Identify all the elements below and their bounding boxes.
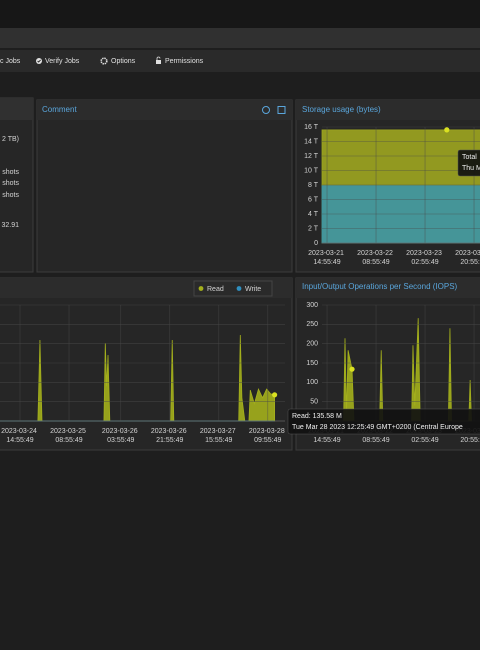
panel-header (0, 98, 33, 120)
highlight-dot (444, 127, 450, 133)
summary-text: shots (2, 169, 19, 176)
x-tick-label: 2023-03-22 08:55:49 (357, 250, 395, 266)
y-tick-label: 12 T (304, 153, 319, 160)
x-tick-label: 2023-03-24 14:55:49 (1, 428, 39, 444)
tooltip-text: Read: 135.58 M (292, 413, 342, 420)
legend-swatch[interactable] (236, 286, 242, 291)
top-bar (0, 0, 480, 28)
panel-header (296, 278, 480, 298)
refresh-button[interactable] (262, 106, 270, 114)
y-tick-label: 100 (306, 379, 318, 386)
tooltip-text: Thu M (462, 165, 480, 172)
summary-text: shots (2, 192, 19, 199)
legend-swatch[interactable] (198, 286, 204, 291)
legend-label[interactable]: Write (245, 286, 261, 293)
area (0, 334, 275, 422)
summary-text: 32.91 (1, 222, 19, 229)
panel-header (296, 100, 480, 120)
y-tick-label: 4 T (308, 211, 319, 218)
transfer-panel (0, 277, 293, 451)
highlight-dot (349, 366, 355, 372)
tab-bar (0, 50, 480, 72)
tooltip-text: Tue Mar 28 2023 12:25:49 GMT+0200 (Centr… (292, 424, 463, 431)
charts: 0 2 T 4 T 6 T 8 T 10 T 12 T 14 T 16 T 2023-03-21 … (0, 124, 480, 444)
overlay: Total Thu M Read: 135.58 M Tue Mar 28 2023 … (287, 149, 480, 435)
highlight-dot (271, 392, 278, 398)
y-tick-label: 16 T (304, 124, 319, 131)
y-tick-label: 250 (306, 321, 318, 328)
tooltip-text: Total (462, 154, 477, 161)
y-tick-label: 10 T (304, 167, 319, 174)
x-tick-label: 2023-03-27 15:55:49 (200, 428, 238, 444)
y-tick-label: 50 (310, 399, 318, 406)
check-mark (37, 59, 41, 63)
panel-title: Storage usage (bytes) (302, 105, 381, 114)
y-tick-label: 0 (314, 240, 318, 247)
y-tick-label: 2 T (308, 225, 319, 232)
y-tick-label: 200 (306, 341, 318, 348)
x-tick-label: 2023-03-28 09:55:49 (249, 428, 287, 444)
legend (193, 280, 273, 297)
gear-icon (100, 57, 108, 65)
y-tick-label: 8 T (308, 182, 319, 189)
y-tick-label: 150 (306, 360, 318, 367)
area (321, 185, 480, 244)
x-tick-label: 2023-03-23 02:55:49 (406, 250, 444, 266)
y-tick-label: 14 T (304, 138, 319, 145)
tab[interactable]: Permissions (165, 58, 204, 65)
panel-title: Comment (42, 105, 77, 114)
legend-label[interactable]: Read (207, 286, 224, 293)
chart: 2023-03-24 14:55:49 2023-03-25 08:55:49 20… (0, 304, 287, 444)
summary-text: shots (2, 180, 19, 187)
y-tick-label: 6 T (308, 196, 319, 203)
tooltip (287, 408, 480, 435)
x-tick-label: 2023-03-26 21:55:49 (151, 428, 189, 444)
y-tick-label: 300 (306, 302, 318, 309)
x-tick-label: 2023-03-25 08:55:49 (50, 428, 88, 444)
x-tick-label: 2023-03-23 20:55:49 (455, 250, 480, 266)
title-bar (0, 28, 480, 48)
tab[interactable]: Verify Jobs (45, 58, 80, 65)
summary-text: 2 TB) (2, 136, 19, 143)
comment-panel (36, 99, 293, 273)
panel-header (37, 100, 292, 120)
tab[interactable]: c Jobs (0, 58, 21, 65)
lock-shackle (156, 56, 161, 60)
tooltip (457, 149, 480, 177)
lock-icon (156, 60, 161, 64)
x-tick-label: 2023-03-21 14:55:49 (308, 250, 346, 266)
edit-button[interactable] (277, 106, 286, 114)
tab[interactable]: Options (111, 58, 136, 65)
chart: 0 2 T 4 T 6 T 8 T 10 T 12 T 14 T 16 T 2023-03-21 … (304, 124, 480, 266)
summary-panel (0, 97, 34, 273)
panel-title: Input/Output Operations per Second (IOPS… (302, 282, 458, 291)
x-tick-label: 2023-03-26 03:55:49 (102, 428, 140, 444)
